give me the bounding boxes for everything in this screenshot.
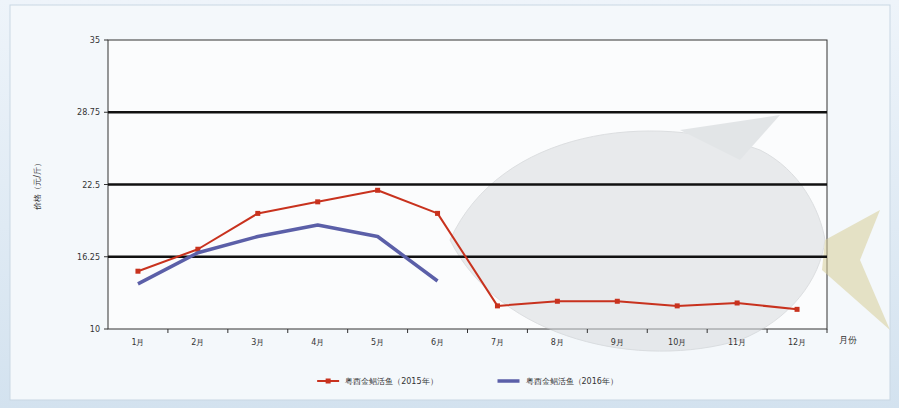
fish-body: [450, 131, 825, 351]
x-tick: [707, 329, 708, 333]
series-marker: [495, 303, 500, 308]
series-marker: [315, 199, 320, 204]
x-tick: [287, 329, 288, 333]
y-tick: [104, 40, 108, 41]
x-tick: [407, 329, 408, 333]
legend-label: 粤西金鲳活鱼（2015年）: [345, 377, 437, 386]
y-tick-label: 28.75: [77, 108, 100, 117]
series-group: [135, 188, 799, 312]
x-tick: [467, 329, 468, 333]
series-line: [138, 225, 438, 284]
legend: 粤西金鲳活鱼（2015年） 粤西金鲳活鱼（2016年）: [317, 377, 618, 386]
series-marker: [435, 211, 440, 216]
legend-item: 粤西金鲳活鱼（2016年）: [498, 377, 618, 386]
series-marker: [255, 211, 260, 216]
y-tick: [104, 256, 108, 257]
background: [0, 0, 899, 408]
panel: [10, 5, 890, 400]
series-marker: [795, 307, 800, 312]
series-marker: [735, 300, 740, 305]
series-marker: [555, 299, 560, 304]
x-tick: [767, 329, 768, 333]
grid-line: [108, 183, 827, 186]
y-tick-label: 35: [90, 36, 100, 45]
fish-fin: [680, 115, 780, 160]
x-tick-label: 2月: [191, 338, 204, 347]
y-tick: [104, 329, 108, 330]
x-tick-label: 4月: [311, 338, 324, 347]
x-tick-label: 10月: [668, 338, 686, 347]
x-tick-label: 12月: [788, 338, 806, 347]
legend-label: 粤西金鲳活鱼（2016年）: [526, 377, 618, 386]
x-tick: [347, 329, 348, 333]
y-tick-label: 10: [90, 325, 100, 334]
x-tick-label: 6月: [431, 338, 444, 347]
x-tick: [587, 329, 588, 333]
fish-tail: [822, 210, 890, 330]
y-tick: [104, 184, 108, 185]
x-tick: [167, 329, 168, 333]
x-tick: [227, 329, 228, 333]
x-tick: [527, 329, 528, 333]
fish-decoration: [450, 115, 890, 351]
x-tick-label: 7月: [491, 338, 504, 347]
y-tick-label: 16.25: [77, 253, 100, 262]
grid-line: [108, 256, 827, 259]
x-tick-label: 8月: [551, 338, 564, 347]
y-tick-label: 22.5: [82, 181, 100, 190]
series-marker: [615, 299, 620, 304]
series-marker: [135, 269, 140, 274]
series-marker: [375, 188, 380, 193]
x-tick-label: 1月: [131, 338, 144, 347]
x-tick-label: 3月: [251, 338, 264, 347]
x-tick-label: 9月: [611, 338, 624, 347]
y-tick: [104, 112, 108, 113]
legend-key: [498, 379, 520, 383]
x-axis-title: 月份: [839, 335, 857, 345]
y-axis-title: 价格（元/斤）: [33, 159, 42, 211]
series-marker: [675, 303, 680, 308]
x-tick-label: 5月: [371, 338, 384, 347]
grid-line: [108, 111, 827, 114]
x-tick-label: 11月: [728, 338, 746, 347]
legend-marker: [326, 379, 331, 384]
legend-item: 粤西金鲳活鱼（2015年）: [317, 377, 437, 386]
x-tick: [647, 329, 648, 333]
x-tick: [827, 329, 828, 333]
series-line: [138, 190, 797, 309]
